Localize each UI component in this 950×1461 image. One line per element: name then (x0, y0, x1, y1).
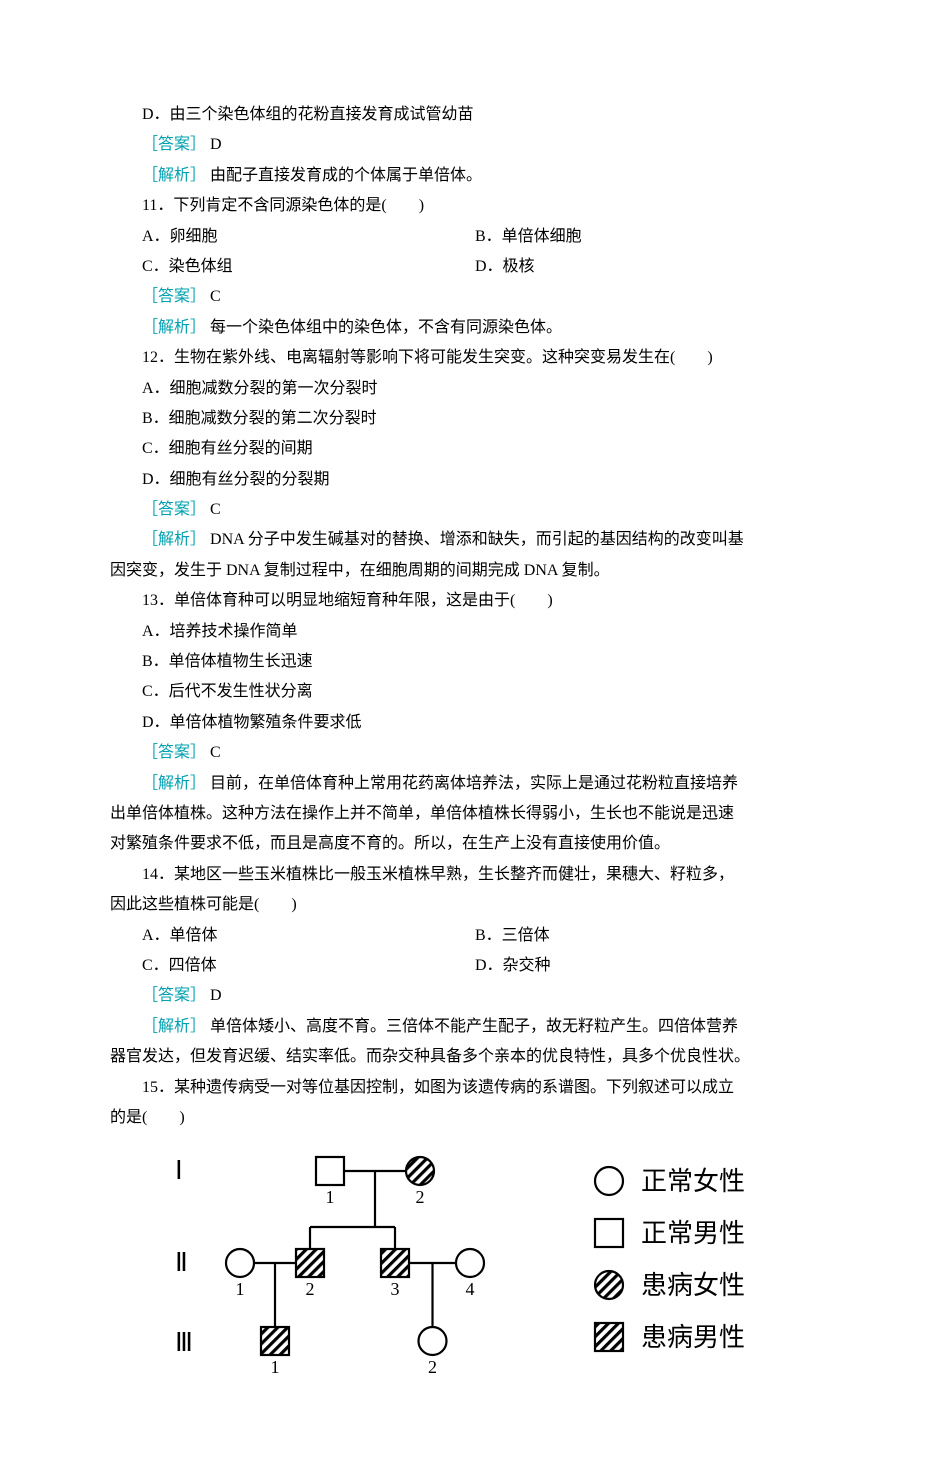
analysis-text: 由配子直接发育成的个体属于单倍体。 (206, 167, 482, 184)
analysis-text: 目前，在单倍体育种上常用花药离体培养法，实际上是通过花粉粒直接培养 (206, 775, 738, 792)
q14-opts-cd: C．四倍体 D．杂交种 (110, 951, 840, 981)
q13-analysis-3: 对繁殖条件要求不低，而且是高度不育的。所以，在生产上没有直接使用价值。 (110, 829, 840, 859)
answer-letter: C (206, 744, 221, 761)
svg-text:2: 2 (428, 1357, 437, 1377)
q12-option-b: B．细胞减数分裂的第二次分裂时 (110, 404, 840, 434)
answer-letter: D (206, 136, 222, 153)
q14-analysis-2: 器官发达，但发育迟缓、结实率低。而杂交种具备多个亲本的优良特性，具多个优良性状。 (110, 1042, 840, 1072)
answer-label: ［答案］ (142, 288, 206, 305)
q13-stem: 13．单倍体育种可以明显地缩短育种年限，这是由于( ) (110, 586, 840, 616)
q13-option-d: D．单倍体植物繁殖条件要求低 (110, 708, 840, 738)
svg-text:Ⅰ: Ⅰ (175, 1156, 183, 1185)
q11-option-b: B．单倍体细胞 (475, 222, 840, 252)
svg-text:Ⅲ: Ⅲ (175, 1328, 193, 1357)
answer-letter: C (206, 501, 221, 518)
q13-analysis-2: 出单倍体植株。这种方法在操作上并不简单，单倍体植株长得弱小，生长也不能说是迅速 (110, 799, 840, 829)
q12-option-a: A．细胞减数分裂的第一次分裂时 (110, 374, 840, 404)
q14-option-d: D．杂交种 (475, 951, 840, 981)
q12-analysis-2: 因突变，发生于 DNA 复制过程中，在细胞周期的间期完成 DNA 复制。 (110, 556, 840, 586)
q14-opts-ab: A．单倍体 B．三倍体 (110, 921, 840, 951)
svg-text:患病男性: 患病男性 (641, 1323, 745, 1352)
q13-option-c: C．后代不发生性状分离 (110, 677, 840, 707)
q14-stem-1: 14．某地区一些玉米植株比一般玉米植株早熟，生长整齐而健壮，果穗大、籽粒多， (110, 860, 840, 890)
q11-stem: 11．下列肯定不含同源染色体的是( ) (110, 191, 840, 221)
analysis-label: ［解析］ (142, 531, 206, 548)
q14-option-c: C．四倍体 (110, 951, 475, 981)
svg-text:2: 2 (416, 1187, 425, 1207)
analysis-label: ［解析］ (142, 319, 206, 336)
svg-text:正常男性: 正常男性 (641, 1219, 745, 1248)
answer-label: ［答案］ (142, 136, 206, 153)
pedigree-svg: Ⅰ Ⅱ Ⅲ 1 2 1 2 3 4 1 2 正常女性正常男性患病女性患病男性 (155, 1141, 795, 1401)
svg-text:2: 2 (306, 1279, 315, 1299)
answer-label: ［答案］ (142, 987, 206, 1004)
svg-text:1: 1 (271, 1357, 280, 1377)
pedigree-figure: Ⅰ Ⅱ Ⅲ 1 2 1 2 3 4 1 2 正常女性正常男性患病女性患病男性 (110, 1141, 840, 1401)
svg-text:Ⅱ: Ⅱ (175, 1248, 188, 1277)
q10-answer: ［答案］ D (110, 130, 840, 160)
q11-analysis: ［解析］ 每一个染色体组中的染色体，不含有同源染色体。 (110, 313, 840, 343)
q11-opts-cd: C．染色体组 D．极核 (110, 252, 840, 282)
answer-letter: D (206, 987, 222, 1004)
q13-analysis-1: ［解析］ 目前，在单倍体育种上常用花药离体培养法，实际上是通过花粉粒直接培养 (110, 769, 840, 799)
q13-answer: ［答案］ C (110, 738, 840, 768)
q10-analysis: ［解析］ 由配子直接发育成的个体属于单倍体。 (110, 161, 840, 191)
q12-option-c: C．细胞有丝分裂的间期 (110, 434, 840, 464)
q13-option-a: A．培养技术操作简单 (110, 617, 840, 647)
q14-analysis-1: ［解析］ 单倍体矮小、高度不育。三倍体不能产生配子，故无籽粒产生。四倍体营养 (110, 1012, 840, 1042)
svg-text:1: 1 (326, 1187, 335, 1207)
q12-option-d: D．细胞有丝分裂的分裂期 (110, 465, 840, 495)
svg-text:1: 1 (236, 1279, 245, 1299)
q10-option-d: D．由三个染色体组的花粉直接发育成试管幼苗 (110, 100, 840, 130)
answer-label: ［答案］ (142, 501, 206, 518)
analysis-label: ［解析］ (142, 167, 206, 184)
q12-answer: ［答案］ C (110, 495, 840, 525)
q11-option-c: C．染色体组 (110, 252, 475, 282)
svg-text:3: 3 (391, 1279, 400, 1299)
q15-stem-1: 15．某种遗传病受一对等位基因控制，如图为该遗传病的系谱图。下列叙述可以成立 (110, 1073, 840, 1103)
analysis-text: 每一个染色体组中的染色体，不含有同源染色体。 (206, 319, 562, 336)
q14-answer: ［答案］ D (110, 981, 840, 1011)
analysis-label: ［解析］ (142, 775, 206, 792)
q14-stem-2: 因此这些植株可能是( ) (110, 890, 840, 920)
q14-option-b: B．三倍体 (475, 921, 840, 951)
q12-analysis-1: ［解析］ DNA 分子中发生碱基对的替换、增添和缺失，而引起的基因结构的改变叫基 (110, 525, 840, 555)
answer-label: ［答案］ (142, 744, 206, 761)
svg-text:患病女性: 患病女性 (641, 1271, 745, 1300)
answer-letter: C (206, 288, 221, 305)
q11-opts-ab: A．卵细胞 B．单倍体细胞 (110, 222, 840, 252)
q11-answer: ［答案］ C (110, 282, 840, 312)
svg-text:正常女性: 正常女性 (641, 1167, 745, 1196)
q14-option-a: A．单倍体 (110, 921, 475, 951)
analysis-text: 单倍体矮小、高度不育。三倍体不能产生配子，故无籽粒产生。四倍体营养 (206, 1018, 738, 1035)
analysis-label: ［解析］ (142, 1018, 206, 1035)
q13-option-b: B．单倍体植物生长迅速 (110, 647, 840, 677)
q11-option-d: D．极核 (475, 252, 840, 282)
q15-stem-2: 的是( ) (110, 1103, 840, 1133)
analysis-text: DNA 分子中发生碱基对的替换、增添和缺失，而引起的基因结构的改变叫基 (206, 531, 744, 548)
q12-stem: 12．生物在紫外线、电离辐射等影响下将可能发生突变。这种突变易发生在( ) (110, 343, 840, 373)
q11-option-a: A．卵细胞 (110, 222, 475, 252)
svg-text:4: 4 (466, 1279, 475, 1299)
